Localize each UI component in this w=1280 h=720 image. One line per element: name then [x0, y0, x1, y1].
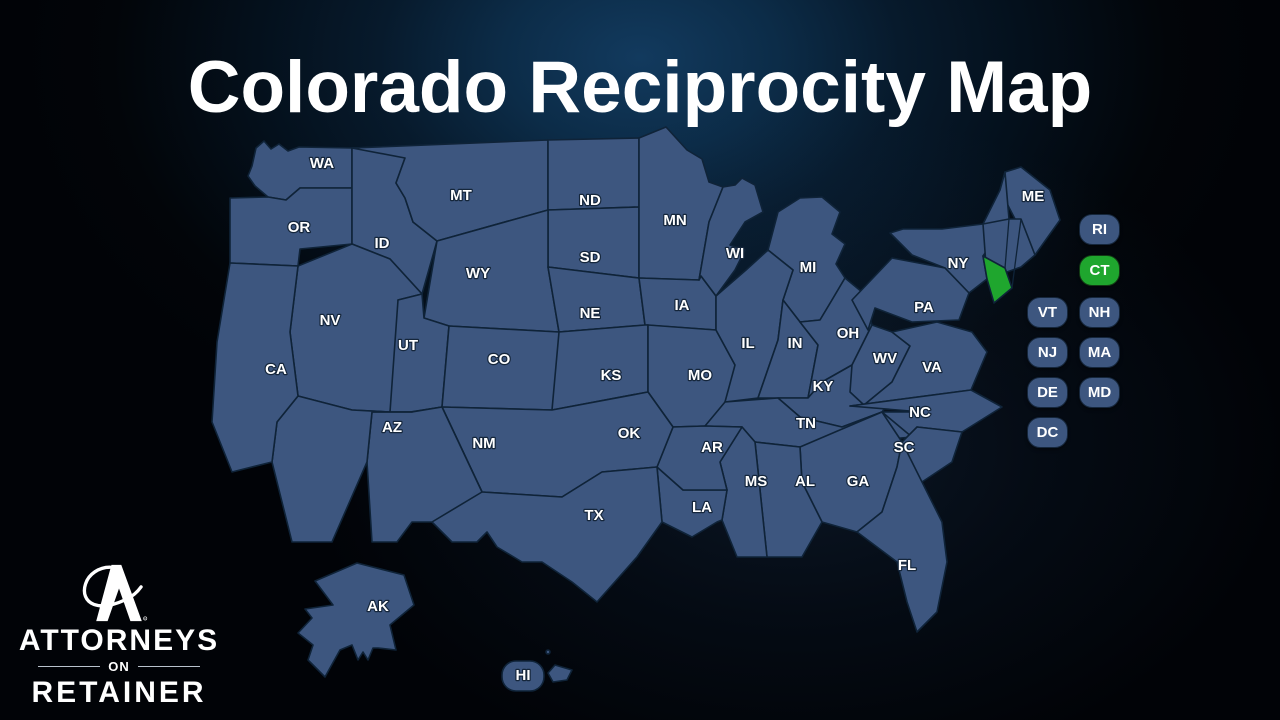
svg-text:AL: AL — [795, 473, 815, 490]
svg-text:LA: LA — [692, 499, 712, 516]
svg-text:IN: IN — [788, 335, 803, 352]
svg-text:SC: SC — [894, 439, 915, 456]
svg-text:OR: OR — [288, 219, 311, 236]
svg-text:ME: ME — [1022, 188, 1045, 205]
svg-text:NM: NM — [472, 435, 495, 452]
svg-text:PA: PA — [914, 299, 934, 316]
svg-text:HI: HI — [516, 667, 531, 684]
svg-text:TX: TX — [584, 507, 603, 524]
svg-text:FL: FL — [898, 557, 916, 574]
svg-text:OH: OH — [837, 325, 860, 342]
svg-text:AZ: AZ — [382, 419, 402, 436]
svg-text:WV: WV — [873, 350, 897, 367]
svg-text:KS: KS — [601, 367, 622, 384]
svg-text:WI: WI — [726, 245, 744, 262]
svg-text:OK: OK — [618, 425, 641, 442]
svg-text:TN: TN — [796, 415, 816, 432]
svg-text:MO: MO — [688, 367, 712, 384]
svg-text:UT: UT — [398, 337, 418, 354]
svg-text:MN: MN — [663, 212, 686, 229]
svg-text:NV: NV — [320, 312, 341, 329]
svg-text:CA: CA — [265, 361, 287, 378]
svg-text:SD: SD — [580, 249, 601, 266]
svg-text:GA: GA — [847, 473, 870, 490]
svg-text:NE: NE — [580, 305, 601, 322]
svg-text:IL: IL — [741, 335, 754, 352]
svg-text:ND: ND — [579, 192, 601, 209]
svg-text:MI: MI — [800, 259, 817, 276]
svg-text:MT: MT — [450, 187, 472, 204]
svg-text:MS: MS — [745, 473, 768, 490]
svg-text:IA: IA — [675, 297, 690, 314]
svg-text:ID: ID — [375, 235, 390, 252]
svg-text:AK: AK — [367, 598, 389, 615]
svg-text:CO: CO — [488, 351, 511, 368]
svg-text:NC: NC — [909, 404, 931, 421]
svg-text:VA: VA — [922, 359, 942, 376]
svg-text:WY: WY — [466, 265, 490, 282]
svg-text:WA: WA — [310, 155, 334, 172]
svg-text:KY: KY — [813, 378, 834, 395]
svg-text:AR: AR — [701, 439, 723, 456]
svg-text:NY: NY — [948, 255, 969, 272]
